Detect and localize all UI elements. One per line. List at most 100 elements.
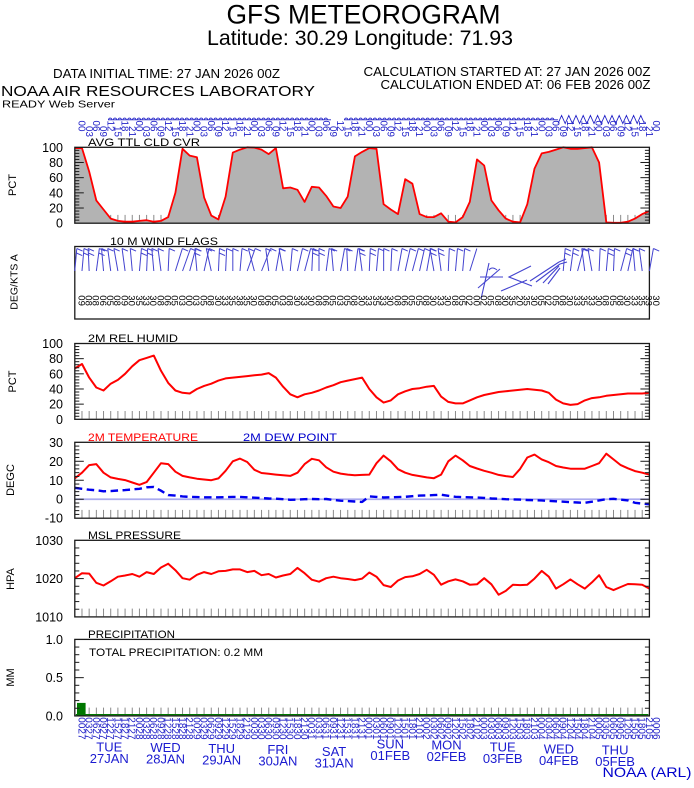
svg-text:0: 0 <box>56 217 63 231</box>
svg-text:06: 06 <box>492 121 503 132</box>
svg-text:0627: 0627 <box>90 717 101 740</box>
svg-text:1231: 1231 <box>334 717 345 740</box>
svg-text:01FEB: 01FEB <box>370 748 410 763</box>
svg-text:1802: 1802 <box>463 717 474 740</box>
svg-text:30: 30 <box>442 295 453 306</box>
svg-text:GFS METEOROGRAM: GFS METEOROGRAM <box>227 0 501 30</box>
svg-text:09: 09 <box>270 126 281 137</box>
svg-text:PCT: PCT <box>7 370 19 392</box>
svg-text:05: 05 <box>197 295 208 306</box>
svg-text:40: 40 <box>49 186 63 200</box>
svg-text:0928: 0928 <box>154 717 165 740</box>
svg-text:08: 08 <box>492 295 503 306</box>
svg-text:35: 35 <box>226 295 237 306</box>
svg-text:21: 21 <box>413 126 424 137</box>
svg-text:80: 80 <box>49 156 63 170</box>
svg-text:1501: 1501 <box>399 717 410 740</box>
svg-text:1020: 1020 <box>35 572 63 586</box>
svg-text:05: 05 <box>327 295 338 306</box>
svg-text:09: 09 <box>75 295 86 306</box>
svg-text:35: 35 <box>133 295 144 306</box>
svg-text:15: 15 <box>169 126 180 137</box>
svg-text:1827: 1827 <box>119 717 130 740</box>
svg-text:33: 33 <box>434 295 445 306</box>
svg-text:00: 00 <box>248 121 259 132</box>
svg-text:12: 12 <box>622 121 633 132</box>
svg-text:08: 08 <box>312 295 323 306</box>
svg-text:12: 12 <box>507 121 518 132</box>
svg-text:0903: 0903 <box>499 717 510 740</box>
svg-text:CALCULATION ENDED AT: 06 FEB 2: CALCULATION ENDED AT: 06 FEB 2026 00Z <box>381 77 651 92</box>
svg-text:03FEB: 03FEB <box>483 751 523 766</box>
svg-text:12: 12 <box>219 121 230 132</box>
svg-text:00: 00 <box>305 121 316 132</box>
svg-text:Latitude: 30.29 Longitude: 71: Latitude: 30.29 Longitude: 71.93 <box>207 27 513 50</box>
svg-text:35: 35 <box>521 295 532 306</box>
svg-text:0605: 0605 <box>607 717 618 740</box>
svg-text:21: 21 <box>356 126 367 137</box>
svg-text:TUE: TUE <box>96 739 122 754</box>
svg-text:1801: 1801 <box>406 717 417 740</box>
svg-text:2104: 2104 <box>585 717 596 740</box>
svg-text:0: 0 <box>56 413 63 427</box>
svg-text:1503: 1503 <box>514 717 525 740</box>
svg-text:20: 20 <box>49 398 63 412</box>
svg-text:03: 03 <box>83 126 94 137</box>
svg-text:15: 15 <box>284 126 295 137</box>
svg-text:18: 18 <box>119 121 130 132</box>
svg-text:1010: 1010 <box>35 610 63 624</box>
svg-text:06: 06 <box>90 121 101 132</box>
svg-text:29JAN: 29JAN <box>202 752 241 767</box>
svg-text:0030: 0030 <box>248 717 259 740</box>
svg-text:09: 09 <box>212 126 223 137</box>
svg-text:03: 03 <box>485 126 496 137</box>
svg-text:80: 80 <box>49 352 63 366</box>
svg-text:PRECIPITATION: PRECIPITATION <box>88 629 175 641</box>
svg-text:08: 08 <box>348 295 359 306</box>
svg-text:20: 20 <box>49 202 63 216</box>
svg-text:09: 09 <box>614 126 625 137</box>
svg-text:1528: 1528 <box>169 717 180 740</box>
svg-text:06: 06 <box>320 295 331 306</box>
svg-text:35: 35 <box>506 295 517 306</box>
svg-text:09: 09 <box>557 126 568 137</box>
svg-text:18: 18 <box>349 121 360 132</box>
svg-text:33: 33 <box>377 295 388 306</box>
svg-text:20: 20 <box>513 295 524 306</box>
svg-text:30: 30 <box>528 295 539 306</box>
svg-text:1030: 1030 <box>35 534 63 548</box>
svg-text:30: 30 <box>499 295 510 306</box>
svg-text:0006: 0006 <box>650 717 661 740</box>
svg-text:05: 05 <box>406 295 417 306</box>
svg-text:0929: 0929 <box>212 717 223 740</box>
svg-text:08: 08 <box>111 295 122 306</box>
svg-text:00: 00 <box>76 121 87 132</box>
svg-text:03: 03 <box>370 126 381 137</box>
svg-text:0.5: 0.5 <box>46 671 63 685</box>
svg-text:NOAA (ARL): NOAA (ARL) <box>603 764 692 780</box>
svg-text:30: 30 <box>248 295 259 306</box>
svg-text:2103: 2103 <box>528 717 539 740</box>
svg-text:05: 05 <box>413 295 424 306</box>
svg-text:0: 0 <box>56 493 63 507</box>
svg-text:09: 09 <box>499 126 510 137</box>
svg-text:30: 30 <box>384 295 395 306</box>
svg-text:21: 21 <box>471 126 482 137</box>
svg-text:THU: THU <box>208 741 235 756</box>
svg-text:0901: 0901 <box>384 717 395 740</box>
svg-text:30: 30 <box>212 295 223 306</box>
svg-text:1504: 1504 <box>571 717 582 740</box>
svg-text:1502: 1502 <box>456 717 467 740</box>
svg-text:08: 08 <box>90 295 101 306</box>
svg-text:0027: 0027 <box>75 717 86 740</box>
svg-text:35: 35 <box>370 295 381 306</box>
svg-text:0028: 0028 <box>133 717 144 740</box>
svg-text:06: 06 <box>162 295 173 306</box>
svg-text:18: 18 <box>406 121 417 132</box>
svg-text:0330: 0330 <box>255 717 266 740</box>
svg-text:0602: 0602 <box>435 717 446 740</box>
svg-text:-10: -10 <box>45 512 63 526</box>
svg-text:2105: 2105 <box>643 717 654 740</box>
svg-text:1830: 1830 <box>291 717 302 740</box>
svg-text:1.0: 1.0 <box>46 633 63 647</box>
